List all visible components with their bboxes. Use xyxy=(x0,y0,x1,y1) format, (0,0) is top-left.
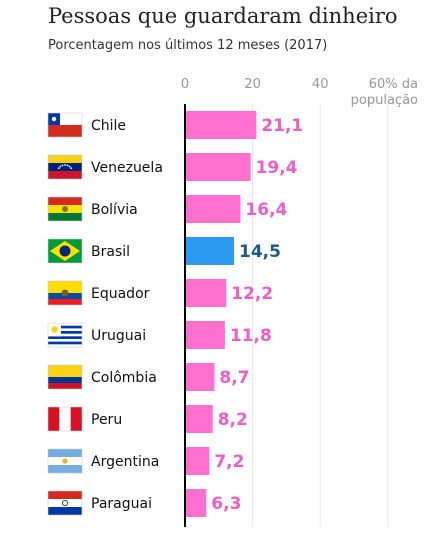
x-tick-label-unit: população xyxy=(351,93,418,108)
value-label: 14,5 xyxy=(239,242,281,262)
category-label: Paraguai xyxy=(91,496,152,512)
bar-6 xyxy=(185,363,215,391)
flag-equador-icon xyxy=(47,280,83,306)
x-tick-label: 40 xyxy=(312,77,329,92)
bar-7 xyxy=(185,405,213,433)
bar-9 xyxy=(185,489,207,517)
x-tick-label: 60% da xyxy=(369,77,418,92)
flag-colombia-icon xyxy=(47,364,83,390)
category-label: Venezuela xyxy=(91,160,163,176)
category-label: Colômbia xyxy=(91,370,157,386)
flag-peru-icon xyxy=(47,406,83,432)
bar-1 xyxy=(185,153,251,181)
value-label: 11,8 xyxy=(230,326,272,346)
flag-venezuela-icon xyxy=(47,154,83,180)
bars xyxy=(185,111,257,517)
x-tick-label: 0 xyxy=(181,77,189,92)
flag-uruguai-icon xyxy=(47,322,83,348)
flag-chile-icon xyxy=(47,112,83,138)
value-label: 21,1 xyxy=(261,116,303,136)
bar-2 xyxy=(185,195,241,223)
flag-brasil-icon xyxy=(47,238,83,264)
bar-4 xyxy=(185,279,227,307)
value-label: 8,2 xyxy=(218,410,248,430)
chart-subtitle: Porcentagem nos últimos 12 meses (2017) xyxy=(48,38,328,53)
category-label: Bolívia xyxy=(91,202,138,218)
bar-0 xyxy=(185,111,257,139)
bar-3 xyxy=(185,237,235,265)
category-label: Peru xyxy=(91,412,122,428)
flag-paraguai-icon xyxy=(47,490,83,516)
category-label: Brasil xyxy=(91,244,130,260)
category-label: Equador xyxy=(91,286,150,302)
value-label: 16,4 xyxy=(245,200,287,220)
chart-title: Pessoas que guardaram dinheiro xyxy=(48,4,398,28)
x-tick-label: 20 xyxy=(244,77,261,92)
category-label: Argentina xyxy=(91,454,159,470)
value-label: 19,4 xyxy=(256,158,298,178)
bar-5 xyxy=(185,321,225,349)
flags xyxy=(47,112,83,516)
value-label: 6,3 xyxy=(211,494,241,514)
category-label: Chile xyxy=(91,118,126,134)
labels: Chile 21,1 Venezuela 19,4 Bolívia 16,4 Brasil 1… xyxy=(91,116,303,514)
value-label: 12,2 xyxy=(231,284,273,304)
flag-bolivia-icon xyxy=(47,196,83,222)
value-label: 7,2 xyxy=(214,452,244,472)
category-label: Uruguai xyxy=(91,328,146,344)
gridlines xyxy=(252,104,389,527)
value-label: 8,7 xyxy=(219,368,249,388)
bar-8 xyxy=(185,447,210,475)
flag-argentina-icon xyxy=(47,448,83,474)
